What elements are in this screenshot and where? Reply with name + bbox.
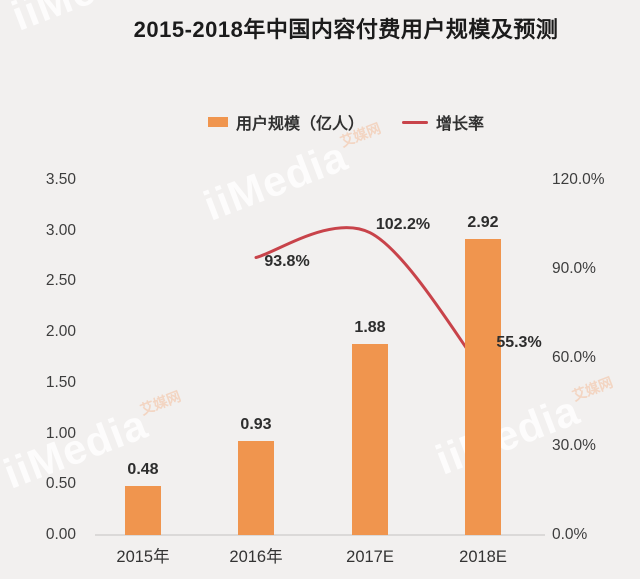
left-axis-tick: 1.50 [45, 373, 76, 391]
right-axis-tick: 0.0% [552, 526, 588, 543]
chart-title: 2015-2018年中国内容付费用户规模及预测 [133, 17, 559, 42]
left-axis-tick: 0.00 [45, 526, 76, 543]
bar [238, 440, 274, 535]
x-axis-baseline [95, 534, 545, 536]
growth-rate-label: 102.2% [375, 215, 431, 233]
left-axis-tick: 1.00 [45, 424, 76, 442]
legend-label: 增长率 [436, 116, 485, 133]
bar-value-label: 2.92 [467, 213, 499, 231]
legend-label: 用户规模（亿人） [235, 116, 364, 133]
watermark-brand: iiMedia [429, 386, 586, 484]
bar [125, 486, 161, 535]
bar-value-label: 0.93 [240, 415, 272, 433]
bar-series-swatch-icon [207, 117, 228, 127]
growth-rate-label: 93.8% [264, 252, 310, 270]
growth-rate-label: 55.3% [496, 334, 542, 352]
right-axis-tick: 120.0% [552, 171, 605, 188]
bar [352, 344, 388, 535]
left-axis-tick: 2.00 [45, 323, 76, 341]
legend-item-growth-rate: 增长率 [402, 110, 484, 134]
right-axis-tick: 30.0% [552, 437, 596, 455]
watermark-brand: iiMedia [197, 132, 354, 230]
watermark: iiMedia艾媒网 [197, 117, 393, 230]
line-series-swatch-icon [402, 120, 428, 124]
right-axis-tick: 60.0% [552, 348, 596, 366]
bar-value-label: 1.88 [354, 319, 386, 337]
left-axis-tick: 3.50 [45, 171, 76, 188]
left-axis-tick: 2.50 [45, 272, 76, 290]
left-axis-tick: 0.50 [45, 475, 76, 493]
legend: 用户规模（亿人） 增长率 [52, 110, 640, 134]
watermark-suffix: 艾媒网 [137, 387, 183, 418]
bar-value-label: 0.48 [127, 461, 159, 479]
x-category-label: 2017E [346, 548, 394, 566]
bar [465, 238, 501, 535]
x-category-label: 2016年 [229, 548, 283, 566]
watermark: iiMedia艾媒网 [429, 371, 625, 484]
right-axis-tick: 90.0% [552, 259, 596, 277]
left-axis-tick: 3.00 [45, 221, 76, 239]
legend-item-user-scale: 用户规模（亿人） [207, 110, 364, 134]
watermark-suffix: 艾媒网 [569, 373, 615, 404]
x-category-label: 2018E [459, 548, 507, 566]
x-category-label: 2015年 [116, 548, 170, 566]
